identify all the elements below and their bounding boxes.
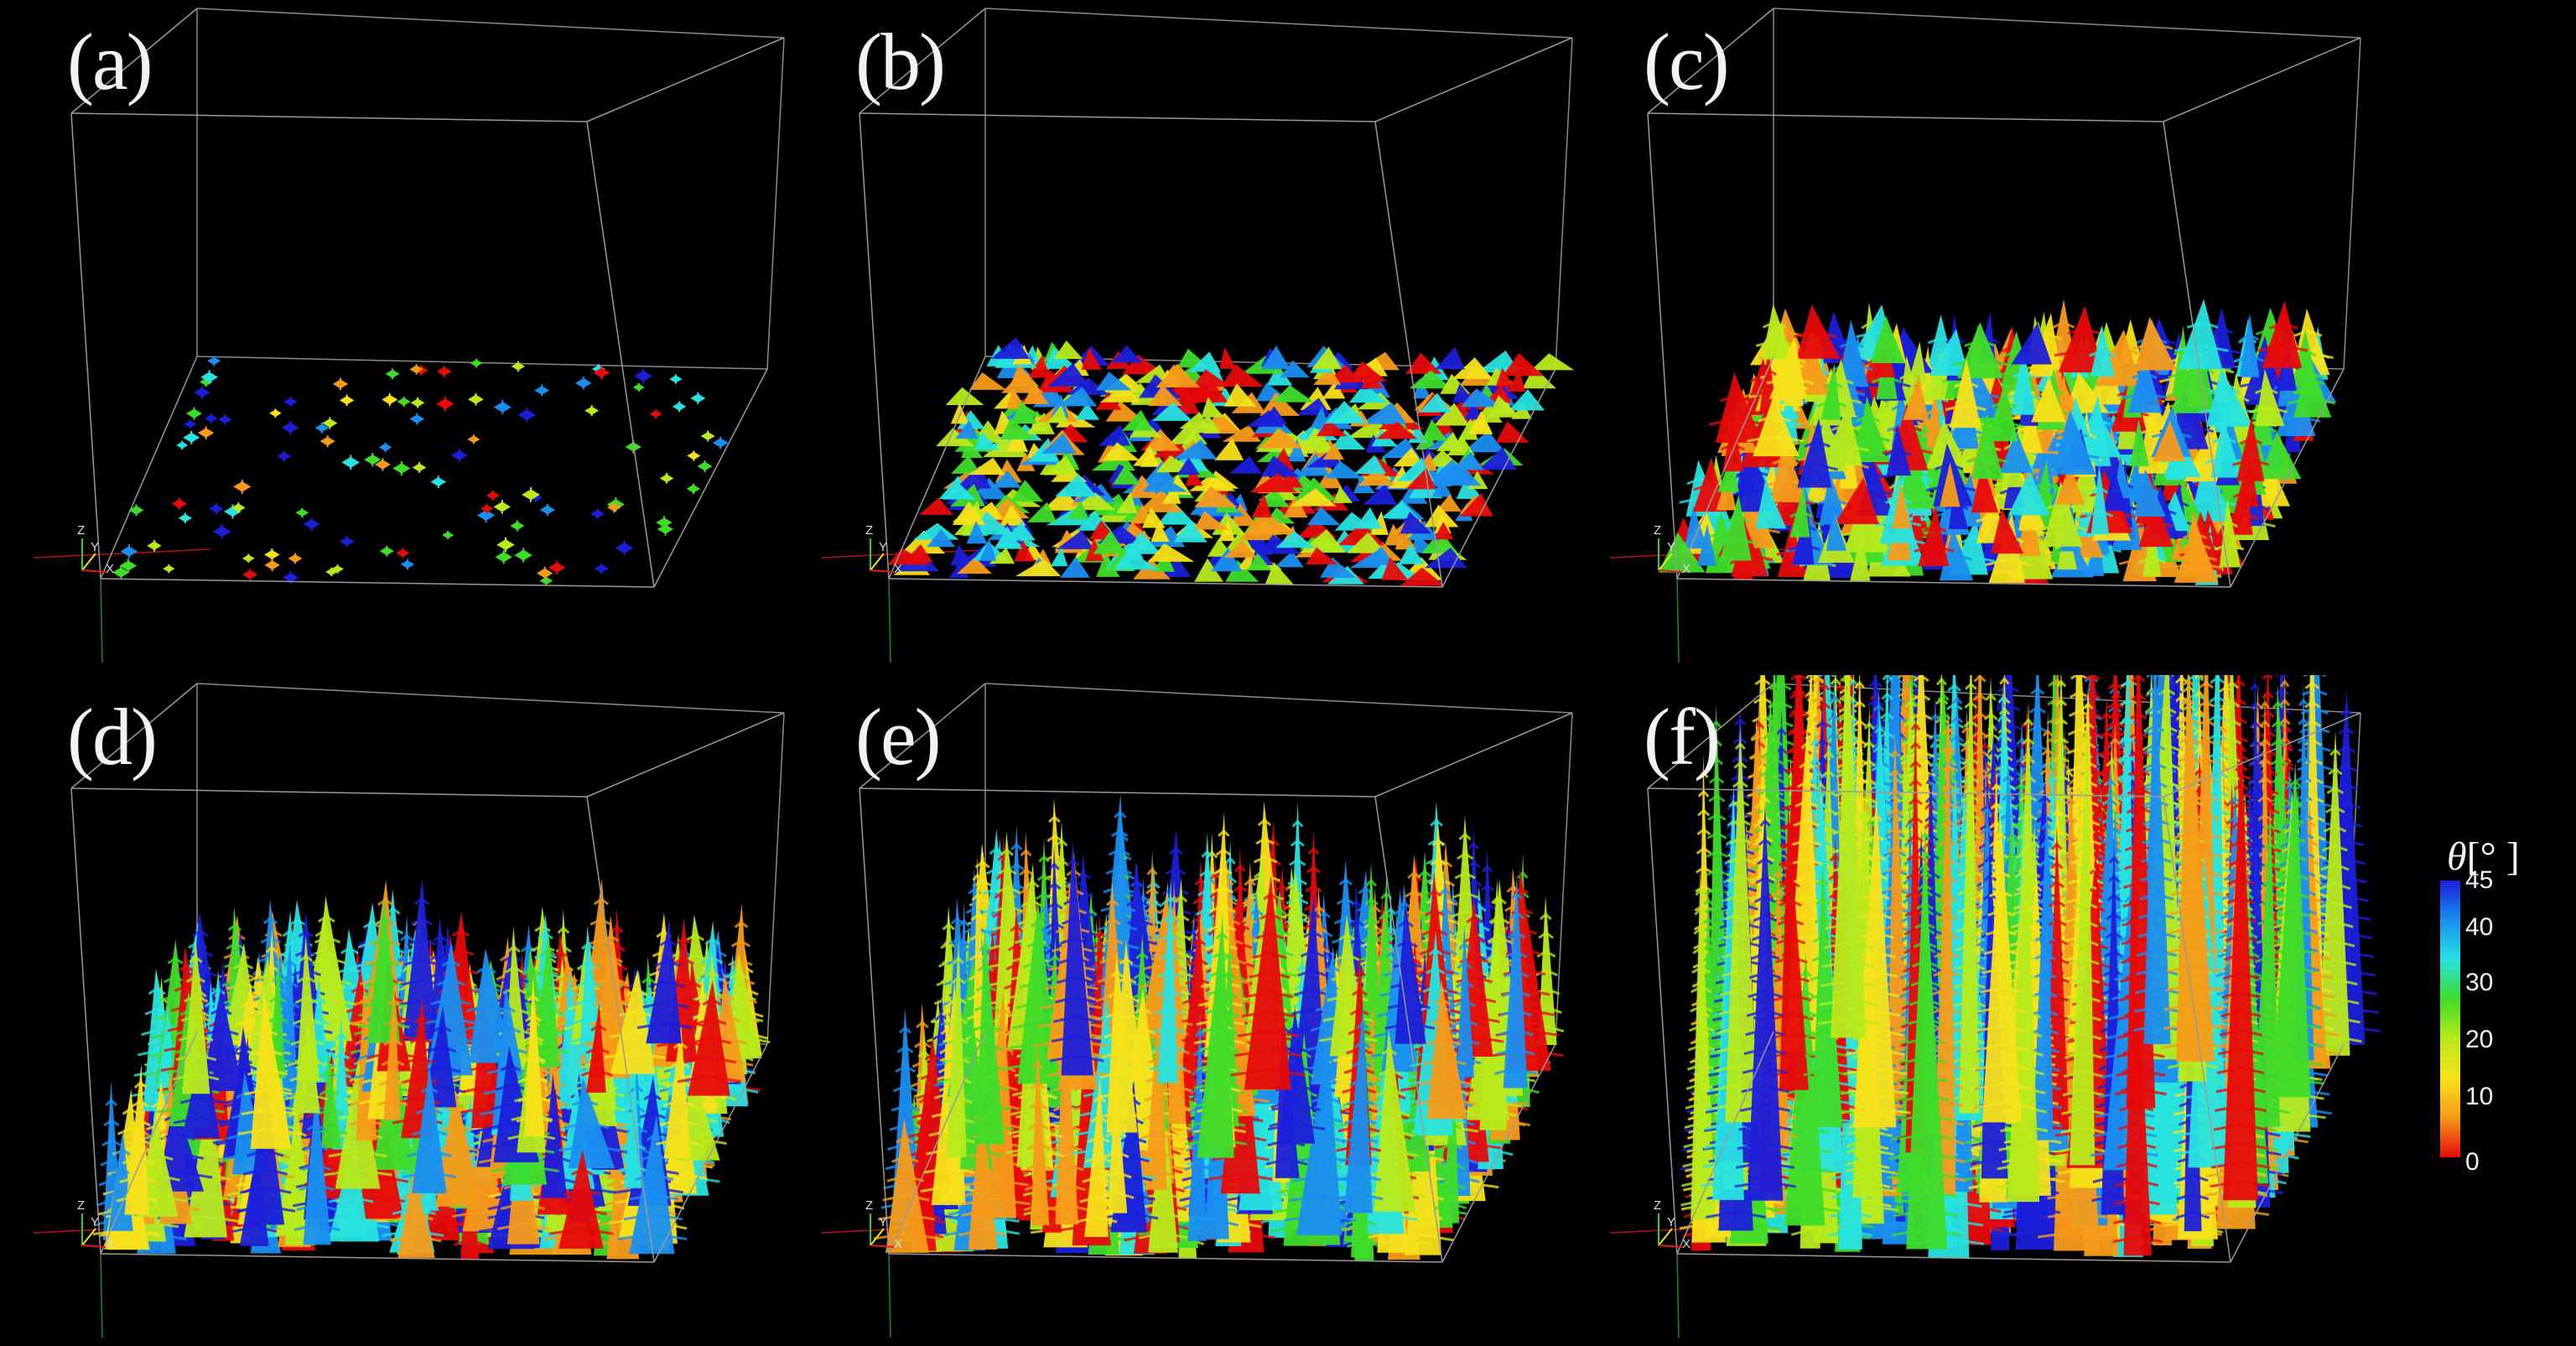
dendrite-render bbox=[33, 8, 785, 663]
panel-f: (f) Z Y X bbox=[1576, 675, 2381, 1346]
axis-label-y: Y bbox=[91, 540, 100, 554]
panel-label: (c) bbox=[1644, 17, 1730, 107]
panel-label: (a) bbox=[67, 17, 153, 107]
dendrite-render bbox=[1609, 8, 2361, 663]
dendrite-field bbox=[887, 337, 1575, 586]
colorbar-unit: [° ] bbox=[2466, 834, 2520, 879]
colorbar-tick: 20 bbox=[2465, 1026, 2494, 1053]
panel-label: (d) bbox=[67, 692, 158, 782]
colorbar: θ[° ] 45 40 30 20 10 0 bbox=[2440, 834, 2566, 1194]
dendrite-field bbox=[1679, 675, 2381, 1258]
dendrite-field bbox=[873, 793, 1565, 1261]
colorbar-tick: 10 bbox=[2465, 1083, 2494, 1110]
axis-label-x: X bbox=[894, 562, 903, 576]
colorbar-tick: 0 bbox=[2465, 1148, 2480, 1176]
axis-label-z: Z bbox=[1654, 1198, 1662, 1213]
panel-a: (a) Z Y X bbox=[0, 0, 805, 671]
panel-label: (f) bbox=[1644, 692, 1721, 782]
axis-label-y: Y bbox=[879, 540, 888, 554]
axis-label-x: X bbox=[894, 1237, 903, 1251]
dendrite-field bbox=[92, 878, 771, 1260]
axis-label-z: Z bbox=[77, 523, 86, 538]
dendrite-render bbox=[821, 683, 1573, 1338]
axis-label-x: X bbox=[106, 1237, 115, 1251]
panel-b: (b) Z Y X bbox=[788, 0, 1593, 671]
axis-label-y: Y bbox=[1667, 540, 1676, 554]
dendrite-field bbox=[112, 356, 729, 586]
axis-label-x: X bbox=[106, 562, 115, 576]
panel-d: (d) Z Y X bbox=[0, 675, 805, 1346]
colorbar-tick: 30 bbox=[2465, 969, 2494, 996]
axis-label-y: Y bbox=[1667, 1215, 1676, 1229]
panel-e: (e) Z Y X bbox=[788, 675, 1593, 1346]
dendrite-field bbox=[1658, 299, 2337, 585]
axis-label-z: Z bbox=[77, 1198, 86, 1213]
bounding-box-front bbox=[1647, 683, 2361, 1263]
panel-label: (b) bbox=[855, 17, 946, 107]
colorbar-symbol: θ bbox=[2447, 834, 2467, 879]
bounding-box-back bbox=[33, 8, 785, 663]
dendrite-render bbox=[821, 8, 1575, 663]
axis-label-x: X bbox=[1682, 1237, 1691, 1251]
axis-label-z: Z bbox=[865, 1198, 874, 1213]
bounding-box-front bbox=[70, 683, 785, 1263]
dendrite-render bbox=[1609, 675, 2381, 1338]
axis-label-y: Y bbox=[879, 1215, 888, 1229]
colorbar-gradient bbox=[2440, 881, 2460, 1157]
axis-label-z: Z bbox=[1654, 523, 1662, 538]
bounding-box-front bbox=[70, 8, 785, 588]
dendrite-render bbox=[33, 683, 785, 1338]
colorbar-tick: 40 bbox=[2465, 913, 2494, 941]
colorbar-title: θ[° ] bbox=[2447, 834, 2520, 880]
axis-label-y: Y bbox=[91, 1215, 100, 1229]
colorbar-tick: 45 bbox=[2465, 866, 2494, 894]
bounding-box-front bbox=[859, 683, 1573, 1263]
panel-c: (c) Z Y X bbox=[1576, 0, 2381, 671]
panel-label: (e) bbox=[855, 692, 942, 782]
bounding-box-front bbox=[859, 8, 1573, 588]
axis-label-x: X bbox=[1682, 562, 1691, 576]
bounding-box-front bbox=[1647, 8, 2361, 588]
axis-label-z: Z bbox=[865, 523, 874, 538]
